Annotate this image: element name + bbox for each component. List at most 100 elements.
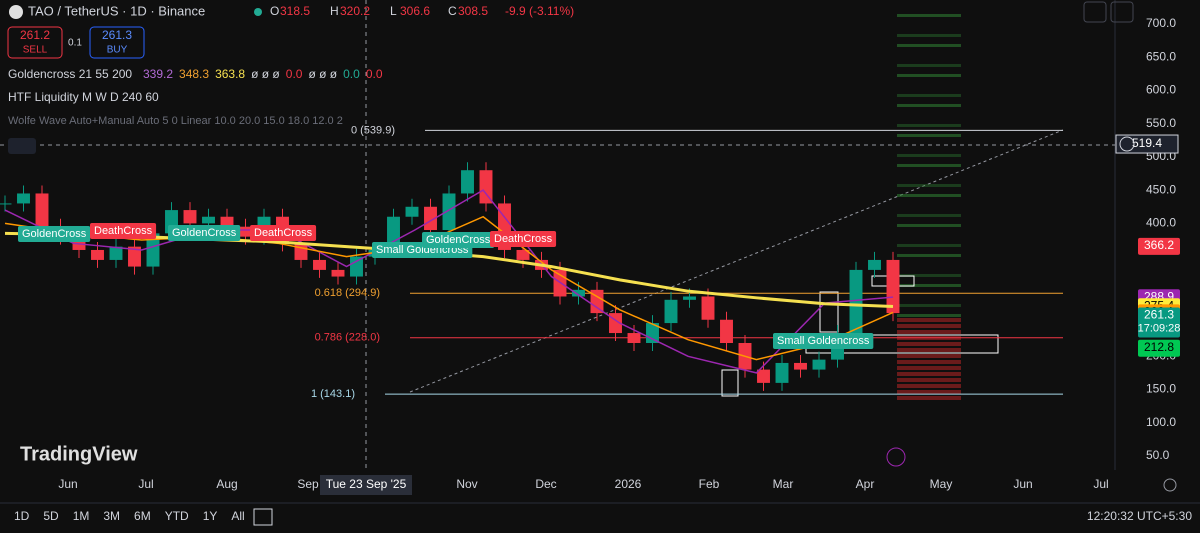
signal-label xyxy=(250,225,317,241)
candle xyxy=(91,249,104,260)
heat-bar xyxy=(897,34,961,37)
signal-text: DeathCross xyxy=(94,225,153,237)
candle xyxy=(794,362,807,370)
range-button[interactable]: 1D xyxy=(14,509,30,523)
candle xyxy=(294,243,308,260)
price-label: 550.0 xyxy=(1146,116,1176,130)
range-button[interactable]: 5D xyxy=(43,509,59,523)
add-alert[interactable] xyxy=(1119,136,1135,152)
candle xyxy=(664,299,678,324)
heat-bar xyxy=(897,396,961,400)
range-button[interactable]: 3M xyxy=(103,509,120,523)
heat-bar xyxy=(897,378,961,382)
candle xyxy=(701,296,715,320)
candle xyxy=(331,269,345,277)
signal-text: GoldenCross xyxy=(172,227,237,239)
heat-bar xyxy=(897,330,961,334)
indicator-name: Wolfe Wave Auto+Manual Auto 5 0 Linear 1… xyxy=(8,115,343,127)
crosshair-price: 519.4 xyxy=(1132,136,1162,150)
range-button[interactable]: 6M xyxy=(134,509,151,523)
date-range-icon[interactable] xyxy=(253,508,273,526)
price-tag xyxy=(1138,237,1180,255)
countdown: 17:09:28 xyxy=(1138,322,1181,334)
heat-bar xyxy=(897,384,961,388)
heat-bar xyxy=(897,354,961,358)
time-label: Jun xyxy=(1013,477,1032,491)
moving-average xyxy=(4,215,894,361)
icon-button[interactable] xyxy=(1083,1,1107,23)
change: -9.9 (-3.11%) xyxy=(505,4,574,18)
price-tag-value: 261.3 xyxy=(1144,308,1174,322)
heat-bar xyxy=(897,74,961,77)
symbol[interactable]: TAO / TetherUS · 1D · Binance xyxy=(28,3,205,18)
price-label: 100.0 xyxy=(1146,415,1176,429)
indicator-name: HTF Liquidity M W D 240 60 xyxy=(8,90,159,104)
candle xyxy=(572,289,585,297)
crosshair-time: Tue 23 Sep '25 xyxy=(326,477,407,491)
candle xyxy=(812,359,826,370)
price-label: 700.0 xyxy=(1146,16,1176,30)
sell-button[interactable] xyxy=(7,26,63,59)
buy-button[interactable] xyxy=(89,26,145,59)
time-label: 2026 xyxy=(615,477,642,491)
heat-bar xyxy=(897,284,961,287)
time-label: Jul xyxy=(138,477,153,491)
candle xyxy=(202,216,215,224)
price-label: 600.0 xyxy=(1146,83,1176,97)
heat-bar xyxy=(897,274,961,277)
candle xyxy=(313,259,326,270)
candle xyxy=(886,259,900,314)
time-label: Sep xyxy=(297,477,319,491)
collapse-button[interactable] xyxy=(8,138,36,154)
watermark: TradingView xyxy=(20,443,138,465)
event-icon[interactable] xyxy=(886,447,906,467)
liquidity-heatmap xyxy=(897,14,961,400)
heat-bar xyxy=(897,318,961,322)
indicator-value: 0.0 xyxy=(343,67,360,81)
range-button[interactable]: YTD xyxy=(165,509,189,523)
candle xyxy=(627,333,641,344)
candle xyxy=(720,319,733,344)
signal-text: GoldenCross xyxy=(426,234,491,246)
candle xyxy=(775,362,789,383)
highlight-box xyxy=(721,369,739,397)
candle xyxy=(516,249,530,260)
heat-bar xyxy=(897,134,961,137)
signal-label xyxy=(18,226,91,242)
candle xyxy=(17,193,30,204)
signal-text: GoldenCross xyxy=(22,228,87,240)
indicator-name: Goldencross 21 55 200 xyxy=(8,67,132,81)
settings-icon[interactable] xyxy=(1163,478,1177,492)
highlight-box xyxy=(819,291,839,333)
sell-label: SELL xyxy=(23,45,48,56)
time-label: Mar xyxy=(773,477,794,491)
range-button[interactable]: All xyxy=(231,509,244,523)
heat-bar xyxy=(897,214,961,217)
time-label: Jun xyxy=(58,477,77,491)
ohlc-value: 318.5 xyxy=(280,4,310,18)
candle xyxy=(442,193,456,231)
signal-label xyxy=(90,223,157,239)
fib-label: 1 (143.1) xyxy=(311,388,355,400)
range-button[interactable]: 1M xyxy=(73,509,90,523)
range-button[interactable]: 1Y xyxy=(203,509,218,523)
indicator-value: 348.3 xyxy=(179,67,209,81)
symbol-logo xyxy=(9,5,23,19)
ohlc-value: 320.2 xyxy=(340,4,370,18)
time-label: Feb xyxy=(699,477,720,491)
indicator-value: 0.0 xyxy=(286,67,303,81)
heat-bar xyxy=(897,390,961,394)
heat-bar xyxy=(897,366,961,370)
candle xyxy=(479,170,493,204)
icon-button[interactable] xyxy=(1110,1,1134,23)
candle xyxy=(220,216,234,227)
indicator-value: ø ø ø xyxy=(308,67,337,81)
heat-bar xyxy=(897,94,961,97)
heat-bar xyxy=(897,244,961,247)
candle xyxy=(387,216,400,250)
price-label: 400.0 xyxy=(1146,216,1176,230)
candle xyxy=(405,206,419,217)
candle xyxy=(35,193,49,227)
